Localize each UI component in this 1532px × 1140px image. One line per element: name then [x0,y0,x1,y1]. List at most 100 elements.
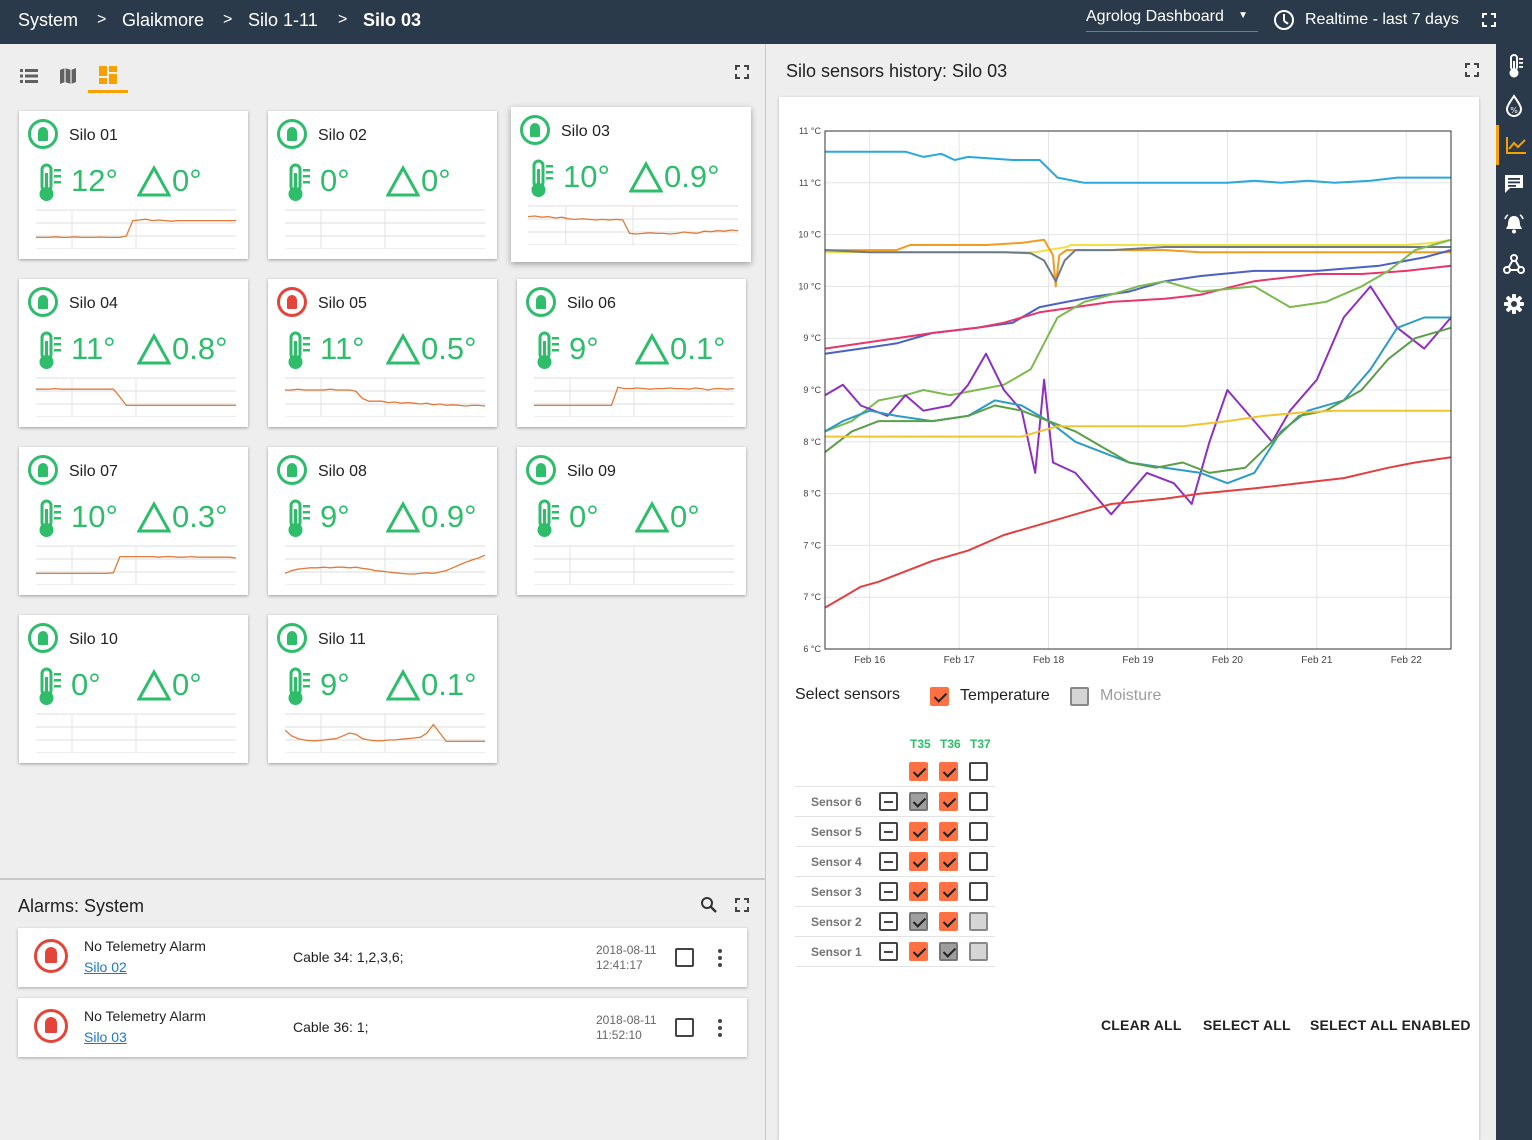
dashboard-select[interactable]: Agrolog Dashboard ▼ [1086,8,1258,32]
thermometer-icon [288,163,310,201]
silo-sparkline [285,545,485,585]
rail-temperature-button[interactable] [1496,46,1532,86]
list-view-button[interactable] [15,62,43,90]
fullscreen-icon[interactable] [735,65,749,79]
sensor-checkbox[interactable] [969,852,988,871]
silo-card[interactable]: Silo 02 0° 0° [268,111,497,259]
y-tick-label: 7 °C [803,540,821,550]
tiles-view-button[interactable] [88,59,128,93]
alarm-detail: Cable 36: 1; [293,1019,369,1035]
rail-history-button[interactable] [1496,125,1532,165]
silo-card[interactable]: Silo 09 0° 0° [517,447,746,595]
silo-card[interactable]: Silo 10 0° 0° [19,615,248,763]
row-select-checkbox[interactable] [879,852,898,871]
column-select-checkbox[interactable] [909,762,928,781]
thermometer-icon [537,499,559,537]
row-select-checkbox[interactable] [879,792,898,811]
silo-status-icon [277,287,307,317]
column-select-checkbox[interactable] [969,762,988,781]
alarm-row[interactable]: No Telemetry Alarm Silo 02 Cable 34: 1,2… [18,928,747,987]
alarm-acknowledge-checkbox[interactable] [675,948,694,967]
chevron-down-icon: ▼ [1238,10,1248,21]
alarm-silo-link[interactable]: Silo 02 [84,959,127,975]
sensor-checkbox[interactable] [909,912,928,931]
chart-series-line [825,238,1451,288]
breadcrumb-separator: > [97,11,107,28]
alarm-silo-link[interactable]: Silo 03 [84,1029,127,1045]
select-all-enabled-button[interactable]: SELECT ALL ENABLED [1310,1017,1471,1033]
sensor-checkbox[interactable] [909,792,928,811]
right-rail: % [1496,44,1532,1140]
y-tick-label: 6 °C [803,644,821,654]
sensor-checkbox[interactable] [939,822,958,841]
sensor-checkbox[interactable] [939,912,958,931]
rail-messages-button[interactable] [1496,164,1532,204]
column-select-checkbox[interactable] [939,762,958,781]
sensor-checkbox[interactable] [909,942,928,961]
sensor-type-selector: Select sensors Temperature Moisture [795,683,1475,709]
breadcrumb-system[interactable]: System [18,10,79,30]
rail-network-button[interactable] [1496,244,1532,284]
sensor-checkbox[interactable] [909,822,928,841]
breadcrumb-glaikmore[interactable]: Glaikmore [122,10,205,30]
clear-all-button[interactable]: CLEAR ALL [1101,1017,1182,1033]
select-all-button[interactable]: SELECT ALL [1203,1017,1291,1033]
fullscreen-icon[interactable] [735,898,749,912]
sensor-history-chart[interactable]: 11 °C 11 °C 10 °C 10 °C 9 °C 9 °C 8 °C 8 °C 7 °C… [779,97,1479,677]
silo-status-icon [277,119,307,149]
silo-card[interactable]: Silo 11 9° 0.1° [268,615,497,763]
sensor-checkbox[interactable] [909,882,928,901]
sensor-checkbox[interactable] [969,792,988,811]
row-select-checkbox[interactable] [879,822,898,841]
chart-series-line [825,150,1451,184]
fullscreen-icon[interactable] [1465,63,1479,77]
row-select-checkbox[interactable] [879,882,898,901]
thermometer-icon [39,499,61,537]
silo-delta: 0.8° [172,331,228,366]
sensor-row: Sensor 5 [795,817,995,847]
sensor-column-header[interactable]: T35 [910,737,931,751]
chart-series-line [824,264,1452,350]
sensor-checkbox[interactable] [939,882,958,901]
search-icon[interactable] [700,896,718,914]
row-select-checkbox[interactable] [879,912,898,931]
temperature-checkbox[interactable] [930,687,949,706]
silo-card[interactable]: Silo 06 9° 0.1° [517,279,746,427]
breadcrumb-silo-group[interactable]: Silo 1-11 [248,10,318,30]
map-view-button[interactable] [54,62,82,90]
thermometer-icon [537,331,559,369]
sensor-checkbox[interactable] [969,882,988,901]
moisture-checkbox[interactable] [1070,687,1089,706]
silo-sparkline [36,209,236,249]
sensor-checkbox[interactable] [939,852,958,871]
silo-name: Silo 03 [561,123,610,140]
sensor-checkbox[interactable] [939,792,958,811]
sensor-checkbox[interactable] [969,822,988,841]
sensor-checkbox[interactable] [939,942,958,961]
silo-card[interactable]: Silo 07 10° 0.3° [19,447,248,595]
sensor-history-panel: Silo sensors history: Silo 03 11 °C 11 °C… [767,44,1496,1140]
alarm-acknowledge-checkbox[interactable] [675,1018,694,1037]
time-range-label: Realtime - last 7 days [1305,11,1459,28]
rail-alarms-button[interactable] [1496,204,1532,244]
sensor-column-header[interactable]: T37 [970,737,991,751]
sensor-checkbox[interactable] [969,912,988,931]
row-select-checkbox[interactable] [879,942,898,961]
sensor-checkbox[interactable] [909,852,928,871]
sensor-checkbox[interactable] [969,942,988,961]
silo-card[interactable]: Silo 03 10° 0.9° [511,107,751,262]
silo-card[interactable]: Silo 08 9° 0.9° [268,447,497,595]
rail-moisture-button[interactable]: % [1496,86,1532,126]
fullscreen-icon[interactable] [1482,13,1496,27]
silo-sparkline [36,713,236,753]
silo-card[interactable]: Silo 01 12° 0° [19,111,248,259]
more-vert-icon[interactable] [715,1018,725,1038]
silo-card[interactable]: Silo 04 11° 0.8° [19,279,248,427]
more-vert-icon[interactable] [715,948,725,968]
sensor-column-header[interactable]: T36 [940,737,961,751]
silo-card[interactable]: Silo 05 11° 0.5° [268,279,497,427]
rail-settings-button[interactable] [1496,284,1532,324]
y-tick-label: 9 °C [803,385,821,395]
silo-sparkline [528,205,738,245]
alarm-row[interactable]: No Telemetry Alarm Silo 03 Cable 36: 1; … [18,998,747,1057]
